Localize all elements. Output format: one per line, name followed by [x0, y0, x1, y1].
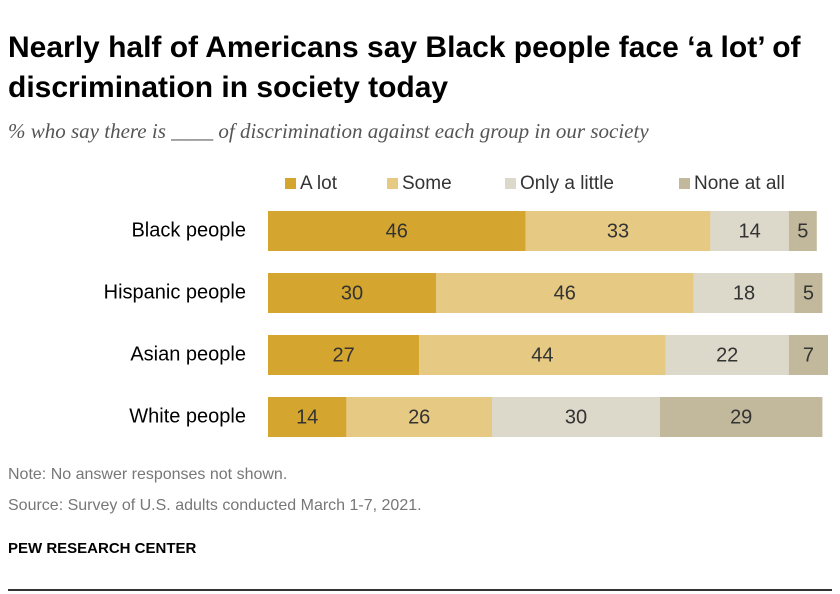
chart-subtitle: % who say there is ____ of discriminatio… — [8, 119, 649, 143]
chart-note: Note: No answer responses not shown. — [8, 466, 288, 483]
bar-segment-asian-people-only-a-little — [665, 335, 789, 375]
bar-segment-hispanic-people-a-lot — [268, 273, 436, 313]
data-label-black-people-some: 33 — [607, 220, 629, 242]
data-label-black-people-a-lot: 46 — [386, 220, 408, 242]
data-label-hispanic-people-none-at-all: 5 — [803, 282, 814, 304]
legend-item-a-lot: A lot — [285, 173, 338, 194]
bar-row-black-people: Black people 46 33 14 5 — [131, 211, 817, 251]
source-text: Survey of U.S. adults conducted March 1-… — [67, 497, 422, 514]
data-label-asian-people-none-at-all: 7 — [803, 344, 814, 366]
legend-swatch-only-a-little — [505, 178, 516, 189]
bar-segment-black-people-some — [525, 211, 711, 251]
bar-segment-asian-people-none-at-all — [788, 335, 828, 375]
bar-segment-white-people-only-a-little — [492, 397, 660, 437]
data-label-hispanic-people-only-a-little: 18 — [733, 282, 755, 304]
bar-segment-hispanic-people-only-a-little — [693, 273, 795, 313]
bar-segment-black-people-only-a-little — [710, 211, 789, 251]
data-label-white-people-a-lot: 14 — [296, 406, 318, 428]
legend-swatch-none-at-all — [679, 178, 690, 189]
bar-segment-asian-people-some — [419, 335, 666, 375]
bar-segment-hispanic-people-some — [436, 273, 694, 313]
category-label-white-people: White people — [129, 405, 246, 427]
data-label-hispanic-people-some: 46 — [554, 282, 576, 304]
data-label-hispanic-people-a-lot: 30 — [341, 282, 363, 304]
data-label-black-people-only-a-little: 14 — [738, 220, 760, 242]
data-label-black-people-none-at-all: 5 — [797, 220, 808, 242]
legend-swatch-some — [387, 178, 398, 189]
chart-source: Source: Survey of U.S. adults conducted … — [8, 497, 422, 515]
legend-item-only-a-little: Only a little — [505, 173, 614, 194]
bar-segment-black-people-none-at-all — [788, 211, 817, 251]
legend-label-a-lot: A lot — [300, 173, 338, 194]
data-label-asian-people-some: 44 — [531, 344, 553, 366]
legend-item-none-at-all: None at all — [679, 173, 785, 194]
legend-label-none-at-all: None at all — [694, 173, 785, 194]
bar-segment-black-people-a-lot — [268, 211, 526, 251]
bottom-rule — [8, 589, 832, 591]
bar-segment-white-people-a-lot — [268, 397, 347, 437]
bar-row-white-people: White people 14 26 30 29 — [129, 397, 823, 437]
bar-segment-white-people-some — [346, 397, 492, 437]
legend-item-some: Some — [387, 173, 452, 194]
legend-label-only-a-little: Only a little — [520, 173, 614, 194]
data-label-white-people-some: 26 — [408, 406, 430, 428]
data-label-white-people-only-a-little: 30 — [565, 406, 587, 428]
bar-row-hispanic-people: Hispanic people 30 46 18 5 — [104, 273, 823, 313]
chart-title: Nearly half of Americans say Black peopl… — [8, 31, 801, 104]
category-label-hispanic-people: Hispanic people — [104, 281, 246, 303]
bar-segment-asian-people-a-lot — [268, 335, 420, 375]
bar-segment-hispanic-people-none-at-all — [794, 273, 823, 313]
bar-row-asian-people: Asian people 27 44 22 7 — [130, 335, 828, 375]
stacked-bar-chart: A lot Some Only a little None at all Black p… — [104, 173, 828, 437]
bar-segment-white-people-none-at-all — [660, 397, 823, 437]
legend: A lot Some Only a little None at all — [285, 173, 785, 194]
category-label-asian-people: Asian people — [130, 343, 246, 365]
data-label-asian-people-only-a-little: 22 — [716, 344, 738, 366]
source-prefix: Source: — [8, 497, 68, 514]
category-label-black-people: Black people — [131, 219, 246, 241]
legend-label-some: Some — [402, 173, 452, 194]
data-label-asian-people-a-lot: 27 — [332, 344, 354, 366]
org-name: PEW RESEARCH CENTER — [8, 540, 197, 557]
legend-swatch-a-lot — [285, 178, 296, 189]
data-label-white-people-none-at-all: 29 — [730, 406, 752, 428]
